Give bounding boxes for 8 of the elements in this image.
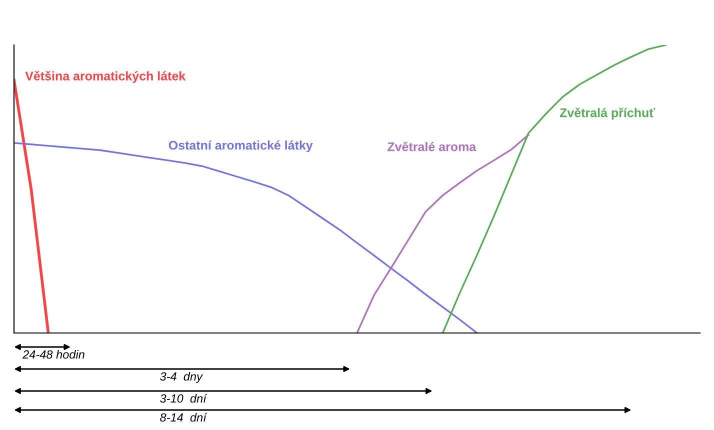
text: 3-4 dny: [160, 372, 204, 384]
series-label: Ostatní aromatické látky: [168, 140, 313, 152]
series-label: Zvětralé aroma: [388, 142, 476, 152]
text: 24-48 hodin: [22, 350, 84, 359]
series-label: Většina aromatických látek: [25, 70, 186, 83]
text: 8-14 dní: [160, 412, 208, 422]
text: 3-10 dní: [160, 394, 208, 403]
series-label: Zvětralá příchuť: [560, 108, 656, 120]
